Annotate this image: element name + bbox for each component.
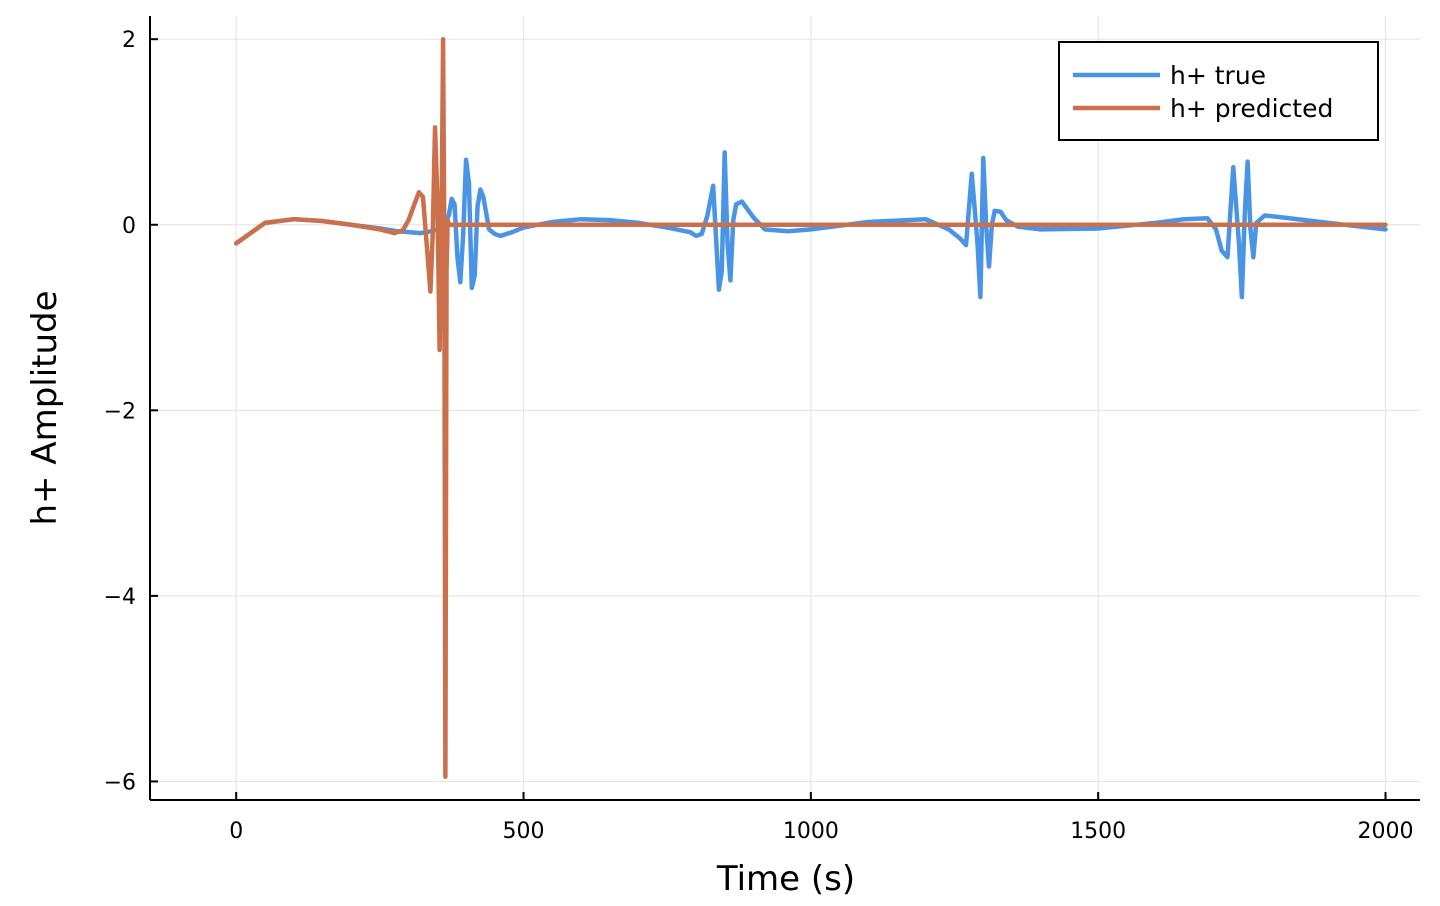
- x-tick-label: 2000: [1358, 819, 1414, 844]
- legend: h+ true h+ predicted: [1058, 41, 1379, 141]
- y-tick-label: 0: [122, 214, 136, 239]
- y-tick-label: 2: [122, 28, 136, 53]
- y-tick-label: −2: [104, 399, 136, 424]
- x-axis-label: Time (s): [716, 859, 855, 899]
- legend-label-h-true: h+ true: [1170, 61, 1266, 90]
- y-tick-label: −4: [104, 585, 136, 610]
- series-line-h-predicted: [233, 36, 1388, 780]
- tick-labels: 0 500 1000 1500 2000 2 0 −2 −4 −6: [104, 28, 1414, 844]
- legend-label-h-predicted: h+ predicted: [1170, 94, 1333, 123]
- x-tick-label: 1000: [783, 819, 839, 844]
- series-layer: [233, 36, 1388, 780]
- axes: [149, 16, 1420, 801]
- x-tick-label: 1500: [1070, 819, 1126, 844]
- x-tick-label: 500: [503, 819, 545, 844]
- y-tick-label: −6: [104, 770, 136, 795]
- y-axis-label: h+ Amplitude: [25, 290, 65, 525]
- legend-box: [1058, 41, 1379, 141]
- x-tick-label: 0: [229, 819, 243, 844]
